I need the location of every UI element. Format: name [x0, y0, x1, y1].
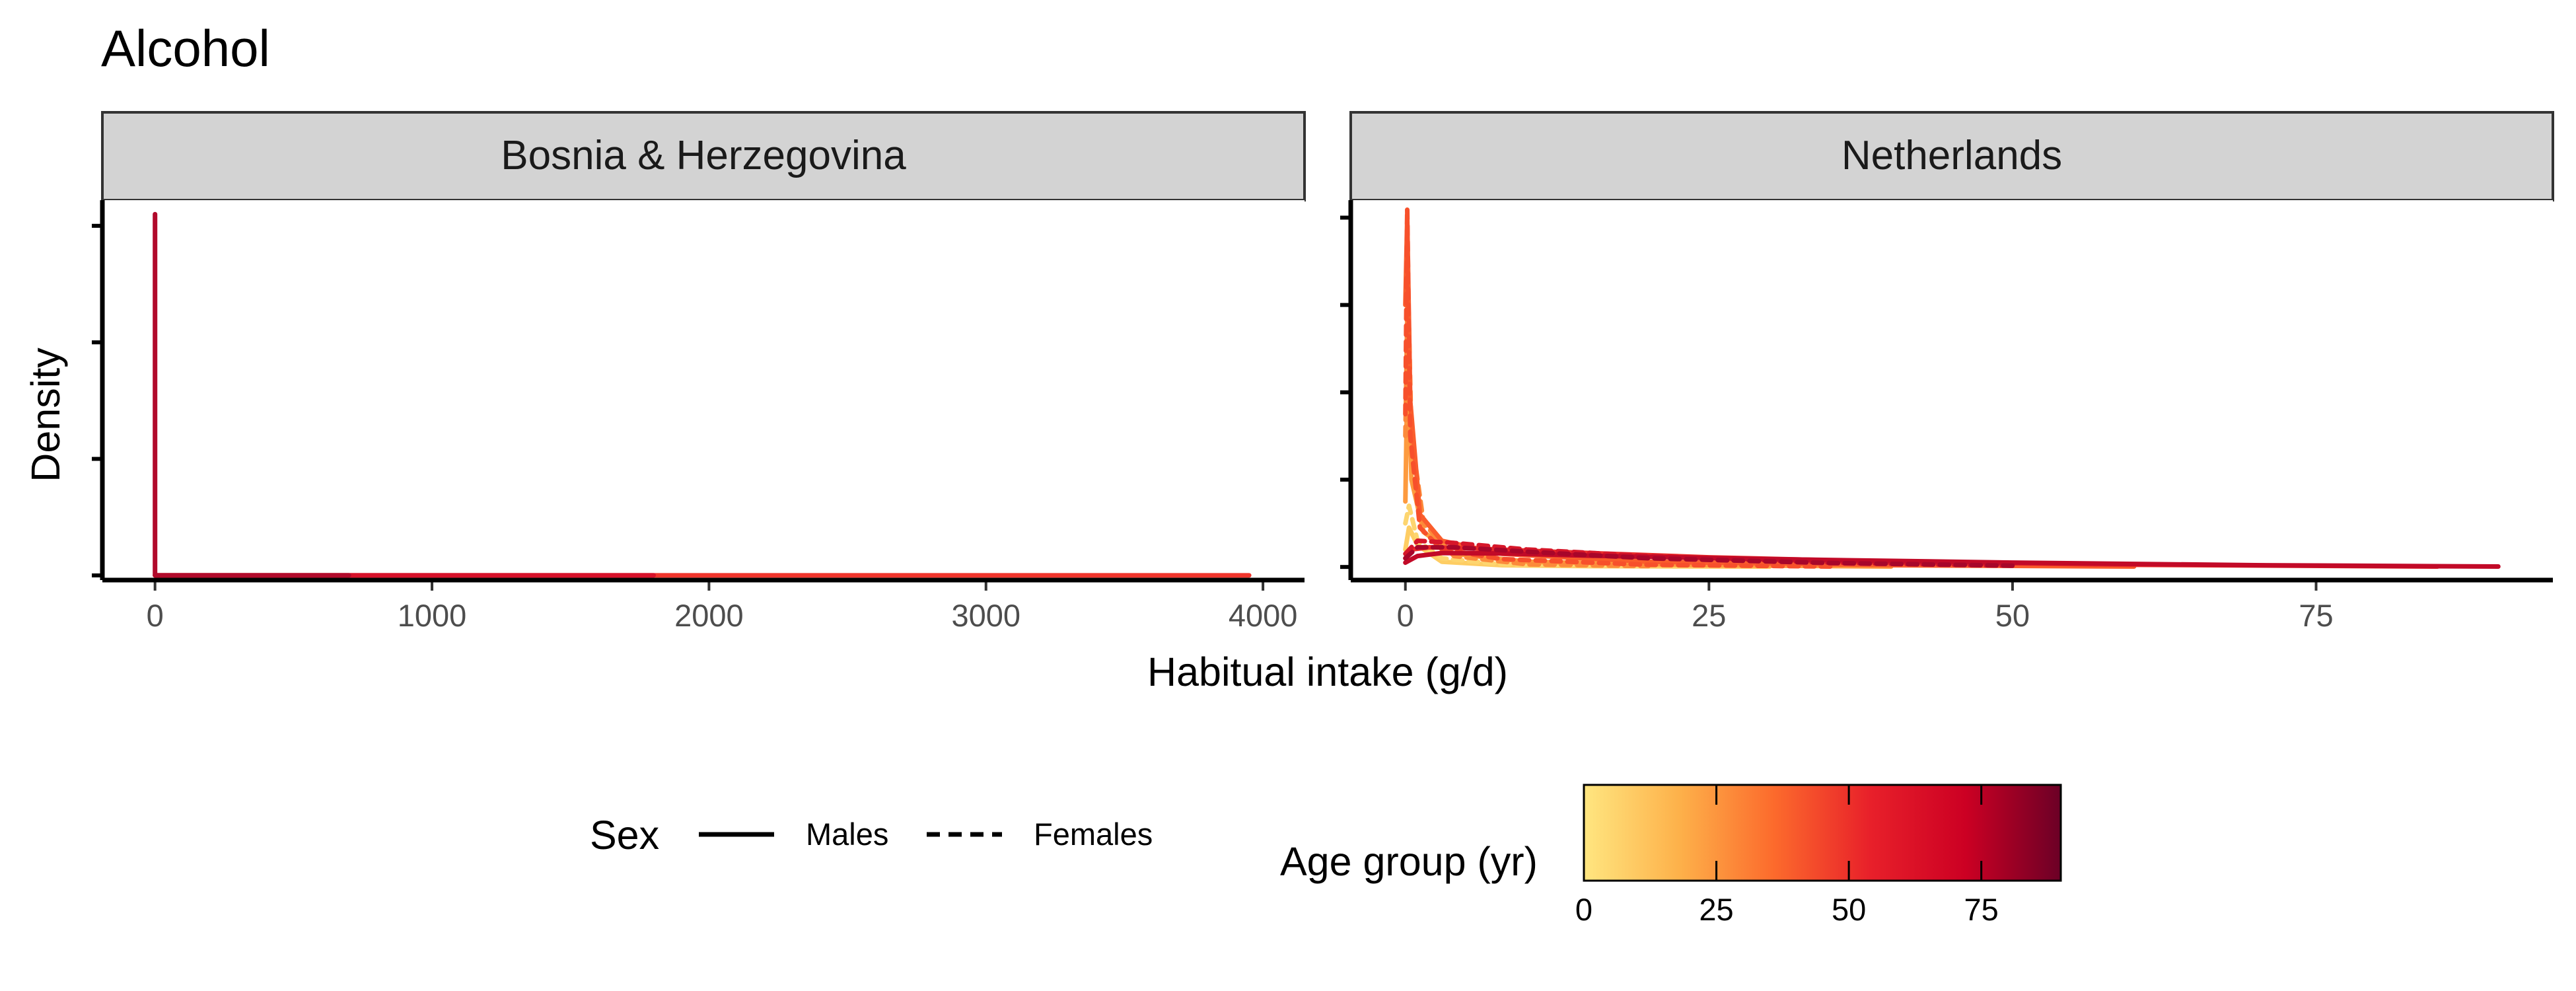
x-tick-label-netherlands-2: 50	[1995, 598, 2030, 633]
panel-netherlands: Netherlands 0 25 50 75	[1340, 111, 2554, 633]
age-colorbar	[1583, 784, 2062, 882]
legend-label-males: Males	[806, 817, 888, 852]
series-line-netherlands-females-70	[1403, 544, 2015, 568]
x-tick-label-netherlands-0: 0	[1397, 598, 1414, 633]
age-tick-label-2: 50	[1832, 892, 1866, 927]
legend-sex-title: Sex	[590, 813, 659, 858]
chart-title: Alcohol	[101, 19, 270, 77]
series-group-bosnia	[153, 211, 1252, 578]
legend-age: Age group (yr) 0 25 50 75	[1280, 784, 2062, 927]
legend-age-title: Age group (yr)	[1280, 839, 1538, 884]
x-axis-title: Habitual intake (g/d)	[1147, 649, 1508, 694]
x-tick-label-bosnia-herzegovina-1: 1000	[398, 598, 467, 633]
series-line-netherlands-females-40	[1403, 206, 1833, 569]
legend-sex: Sex Males Females	[590, 813, 1153, 858]
plot-area-bosnia	[102, 200, 1305, 580]
y-axis-title: Density	[23, 348, 68, 482]
x-tick-label-bosnia-herzegovina-3: 3000	[951, 598, 1020, 633]
age-tick-label-3: 75	[1964, 892, 1999, 927]
x-ticks-netherlands: 0 25 50 75	[1397, 580, 2334, 633]
series-group-netherlands	[1403, 206, 2501, 569]
x-ticks-bosnia: 0 1000 2000 3000 4000	[147, 580, 1298, 633]
x-tick-label-netherlands-3: 75	[2299, 598, 2333, 633]
panel-bosnia: Bosnia & Herzegovina 0 1000 2000 3000 4000	[92, 111, 1306, 633]
x-tick-label-bosnia-herzegovina-0: 0	[147, 598, 164, 633]
age-colorbar-ticks: 0 25 50 75	[1575, 785, 1999, 927]
x-tick-label-bosnia-herzegovina-2: 2000	[674, 598, 744, 633]
strip-label-bosnia: Bosnia & Herzegovina	[501, 133, 906, 178]
series-line-bosnia-herzegovina-males-80	[153, 211, 351, 578]
age-tick-label-0: 0	[1575, 892, 1592, 927]
series-line-netherlands-males-70	[1403, 550, 2501, 569]
x-tick-label-bosnia-herzegovina-4: 4000	[1229, 598, 1298, 633]
legend-label-females: Females	[1034, 817, 1153, 852]
strip-bosnia	[101, 111, 1306, 202]
age-tick-label-1: 25	[1699, 892, 1733, 927]
strip-netherlands	[1349, 111, 2554, 202]
x-tick-label-netherlands-1: 25	[1692, 598, 1726, 633]
strip-label-netherlands: Netherlands	[1842, 133, 2062, 178]
plot-area-netherlands	[1351, 200, 2553, 580]
